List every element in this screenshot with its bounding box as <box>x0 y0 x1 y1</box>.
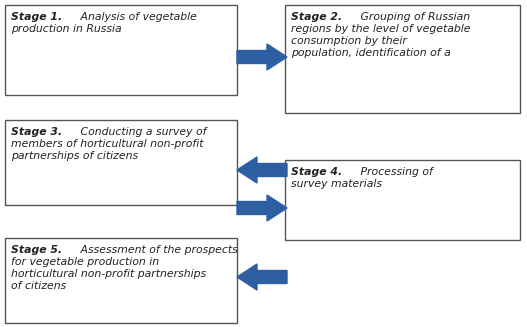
Bar <box>5 120 237 205</box>
FancyArrow shape <box>237 44 287 70</box>
Text: Stage 2.: Stage 2. <box>291 12 342 22</box>
Text: partnerships of citizens: partnerships of citizens <box>11 151 138 161</box>
Text: consumption by their: consumption by their <box>291 36 407 46</box>
Text: Processing of: Processing of <box>357 167 433 177</box>
Bar <box>5 5 237 95</box>
Text: Assessment of the prospects: Assessment of the prospects <box>77 245 238 255</box>
Text: Grouping of Russian: Grouping of Russian <box>357 12 470 22</box>
Bar <box>5 238 237 323</box>
FancyArrow shape <box>237 264 287 290</box>
Text: for vegetable production in: for vegetable production in <box>11 257 159 267</box>
Text: regions by the level of vegetable: regions by the level of vegetable <box>291 24 471 34</box>
Bar <box>285 5 520 113</box>
FancyArrow shape <box>237 195 287 221</box>
Text: horticultural non-profit partnerships: horticultural non-profit partnerships <box>11 269 206 279</box>
Text: Stage 1.: Stage 1. <box>11 12 62 22</box>
FancyArrow shape <box>237 157 287 183</box>
Text: population, identification of a: population, identification of a <box>291 48 451 58</box>
Bar <box>285 160 520 240</box>
Text: Stage 5.: Stage 5. <box>11 245 62 255</box>
Text: members of horticultural non-profit: members of horticultural non-profit <box>11 139 203 149</box>
Text: Conducting a survey of: Conducting a survey of <box>77 127 207 137</box>
Text: Stage 4.: Stage 4. <box>291 167 342 177</box>
Text: survey materials: survey materials <box>291 179 382 189</box>
Text: Analysis of vegetable: Analysis of vegetable <box>77 12 197 22</box>
Text: production in Russia: production in Russia <box>11 24 122 34</box>
Text: Stage 3.: Stage 3. <box>11 127 62 137</box>
Text: of citizens: of citizens <box>11 281 66 291</box>
